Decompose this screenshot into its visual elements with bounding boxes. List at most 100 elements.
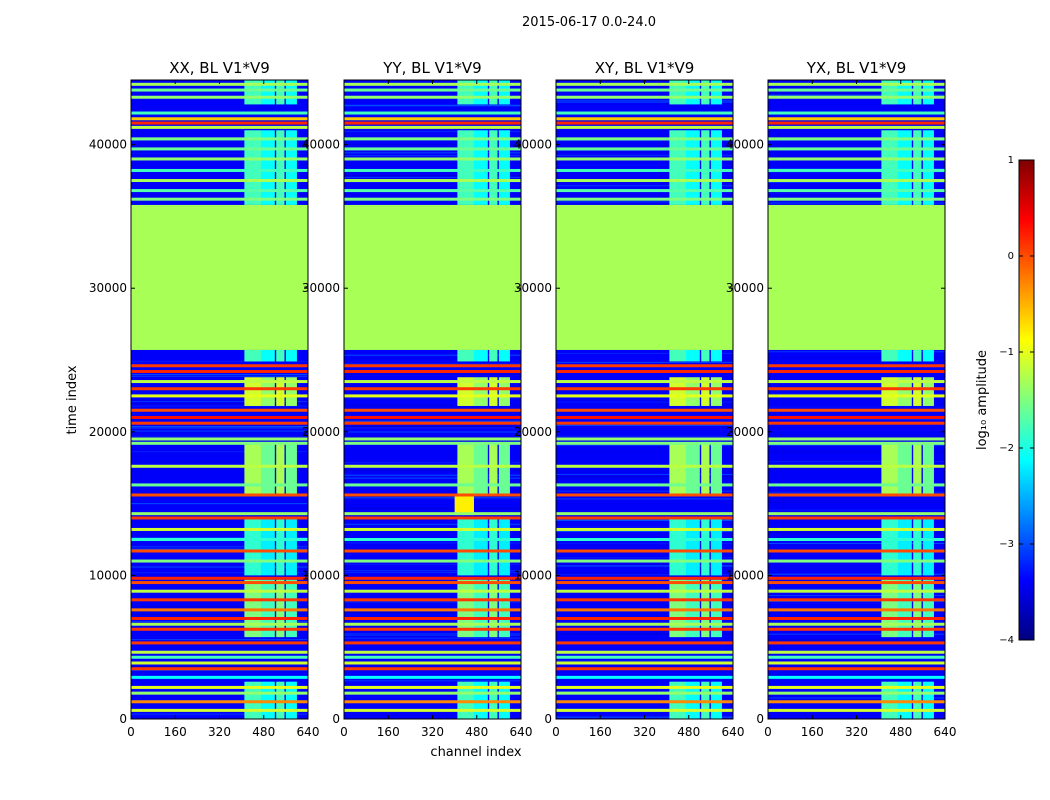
rfi-block <box>710 130 722 205</box>
flag-line <box>131 685 308 689</box>
x-tick-label: 640 <box>297 725 320 739</box>
flag-line <box>556 125 733 129</box>
x-tick-label: 480 <box>677 725 700 739</box>
rfi-block <box>701 80 710 105</box>
heatmap-noise-line <box>768 444 945 446</box>
rfi-block <box>489 130 498 205</box>
heatmap-noise-line <box>344 188 521 190</box>
x-tick-label: 320 <box>633 725 656 739</box>
colorbar-gradient <box>1018 159 1035 641</box>
flag-line <box>768 415 945 419</box>
x-tick-label: 640 <box>934 725 957 739</box>
rfi-block <box>669 443 686 497</box>
heatmap-noise-line <box>768 93 945 95</box>
rfi-block <box>897 443 912 497</box>
heatmap-noise-line <box>131 108 308 110</box>
x-tick-label: 640 <box>510 725 533 739</box>
flag-line <box>556 441 733 445</box>
flag-line <box>344 464 521 468</box>
rfi-block <box>701 349 710 362</box>
heatmap-noise-line <box>556 419 733 421</box>
heatmap-noise-line <box>556 542 733 544</box>
panel-title: YY, BL V1*V9 <box>382 59 481 77</box>
heatmap-noise-line <box>768 601 945 603</box>
heatmap-noise-line <box>344 460 521 462</box>
flag-line <box>131 576 308 580</box>
flag-line <box>344 197 521 201</box>
heatmap-noise-line <box>344 398 521 400</box>
heatmap-noise-line <box>556 124 733 126</box>
flag-line <box>131 608 308 612</box>
x-tick-label: 0 <box>764 725 772 739</box>
flag-line <box>768 364 945 368</box>
flag-line <box>131 516 308 520</box>
panel-3: XY, BL V1*V9 0 160 320 480 640 0 10000 20000 3000… <box>514 59 745 739</box>
heatmap-noise-line <box>131 666 308 668</box>
flag-line <box>344 667 521 671</box>
heatmap-noise-line <box>768 491 945 493</box>
heatmap-noise-line <box>556 470 733 472</box>
flag-line <box>344 380 521 384</box>
rfi-block <box>913 80 922 105</box>
panels: XX, BL V1*V9 0 160 320 480 640 0 10000 20000 3000… <box>89 59 957 739</box>
rfi-block <box>897 517 912 576</box>
flag-line <box>556 622 733 626</box>
rfi-block <box>260 443 275 497</box>
flag-line <box>131 364 308 368</box>
rfi-block <box>669 517 686 576</box>
rfi-block <box>285 349 297 362</box>
flag-line <box>556 589 733 593</box>
flag-line <box>344 538 521 542</box>
heatmap-noise-line <box>131 620 308 622</box>
flag-line <box>344 641 521 645</box>
flag-line <box>344 527 521 531</box>
flag-line <box>768 394 945 398</box>
flag-line <box>556 111 733 115</box>
heatmap-noise-line <box>344 105 521 107</box>
heatmap-noise-line <box>768 418 945 420</box>
heatmap-noise-line <box>556 444 733 446</box>
flag-line <box>344 125 521 129</box>
rfi-block <box>276 80 285 105</box>
flag-line <box>768 437 945 441</box>
flag-line <box>768 516 945 520</box>
rfi-block <box>489 517 498 576</box>
heatmap-noise-line <box>344 363 521 365</box>
heatmap-noise-line <box>131 146 308 148</box>
rfi-block <box>276 517 285 576</box>
flag-line <box>768 559 945 563</box>
x-tick-label: 160 <box>377 725 400 739</box>
heatmap-noise-line <box>344 633 521 635</box>
heatmap-noise-line <box>344 696 521 698</box>
flag-line <box>344 516 521 520</box>
heatmap-noise-line <box>768 434 945 436</box>
flag-line <box>556 581 733 585</box>
flag-line <box>768 691 945 695</box>
flag-line <box>131 437 308 441</box>
flag-line <box>556 608 733 612</box>
flag-line <box>556 157 733 161</box>
heatmap-noise-line <box>556 490 733 492</box>
rfi-block <box>473 443 488 497</box>
flag-line <box>344 364 521 368</box>
heatmap-noise-line <box>768 658 945 660</box>
x-tick-label: 160 <box>801 725 824 739</box>
flag-line <box>131 95 308 99</box>
flag-line <box>344 512 521 516</box>
flag-line <box>768 82 945 86</box>
colorbar-tick-label: −2 <box>999 443 1014 454</box>
flag-line <box>344 576 521 580</box>
y-axis-label: time index <box>65 365 80 434</box>
flag-line <box>344 598 521 602</box>
flag-line <box>556 527 733 531</box>
heatmap-noise-line <box>344 474 521 476</box>
flag-line <box>344 147 521 151</box>
y-tick-label: 40000 <box>726 138 764 152</box>
flag-line <box>768 483 945 487</box>
rfi-block <box>244 349 261 362</box>
y-tick-label: 10000 <box>89 568 127 582</box>
heatmap-noise-line <box>768 393 945 395</box>
heatmap-noise-line <box>556 140 733 142</box>
heatmap-noise-line <box>768 351 945 353</box>
